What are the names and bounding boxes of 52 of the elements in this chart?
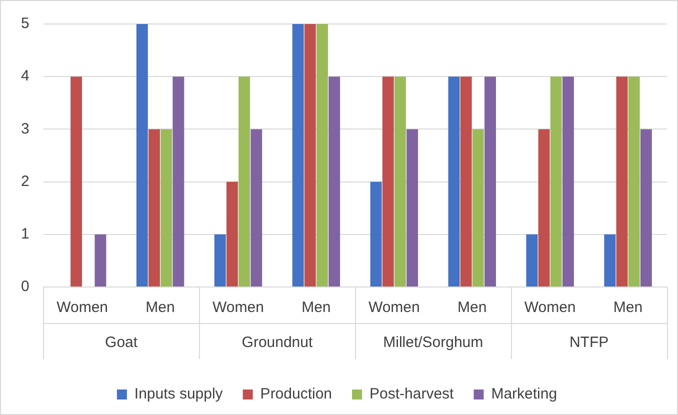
bar — [94, 234, 106, 286]
bar — [328, 76, 340, 286]
x-tick-label: Women — [524, 299, 576, 316]
bar — [562, 76, 574, 286]
x-tick-label: Women — [56, 299, 108, 316]
bar — [70, 76, 82, 286]
bar — [484, 76, 496, 286]
x-tick-label: Men — [302, 299, 331, 316]
bar — [226, 182, 238, 286]
bar — [316, 24, 328, 286]
bar — [304, 24, 316, 286]
legend-label: Post-harvest — [370, 386, 455, 403]
y-tick-label: 4 — [21, 68, 30, 85]
bar — [472, 129, 484, 286]
legend-label: Inputs supply — [134, 386, 224, 403]
y-tick-label: 5 — [21, 15, 30, 32]
x-tick-label: Men — [146, 299, 175, 316]
text: Groundnut — [242, 334, 314, 352]
bar — [382, 76, 394, 286]
bar — [160, 129, 172, 286]
x-tick-label: Women — [212, 299, 264, 316]
bar — [406, 129, 418, 286]
bar — [172, 76, 184, 286]
y-tick-label: 2 — [21, 172, 30, 190]
text: Goat — [105, 334, 138, 352]
bar — [538, 129, 550, 286]
bar — [394, 76, 406, 286]
legend-label: Marketing — [491, 386, 558, 403]
bar — [292, 24, 304, 286]
bar — [238, 76, 250, 286]
x-tick-label: Men — [458, 299, 487, 316]
bar — [640, 129, 652, 286]
x-tick-label: Women — [368, 299, 420, 316]
bar — [148, 129, 160, 286]
y-tick-label: 1 — [21, 226, 30, 243]
text: NTFP — [569, 334, 609, 352]
x-tick-label: Men — [613, 299, 643, 316]
legend-label: Production — [260, 386, 332, 403]
y-tick-label: 3 — [21, 120, 30, 138]
bar — [370, 182, 382, 286]
bar — [250, 129, 262, 286]
bar — [214, 234, 226, 286]
bar — [550, 76, 562, 286]
bar — [448, 76, 460, 286]
bar — [604, 234, 616, 286]
bar — [526, 234, 538, 286]
bar — [136, 24, 148, 286]
bar — [460, 76, 472, 286]
y-tick-label: 0 — [21, 278, 30, 296]
bar — [628, 76, 640, 286]
bar — [616, 76, 628, 286]
text: Millet/Sorghum — [383, 334, 484, 352]
